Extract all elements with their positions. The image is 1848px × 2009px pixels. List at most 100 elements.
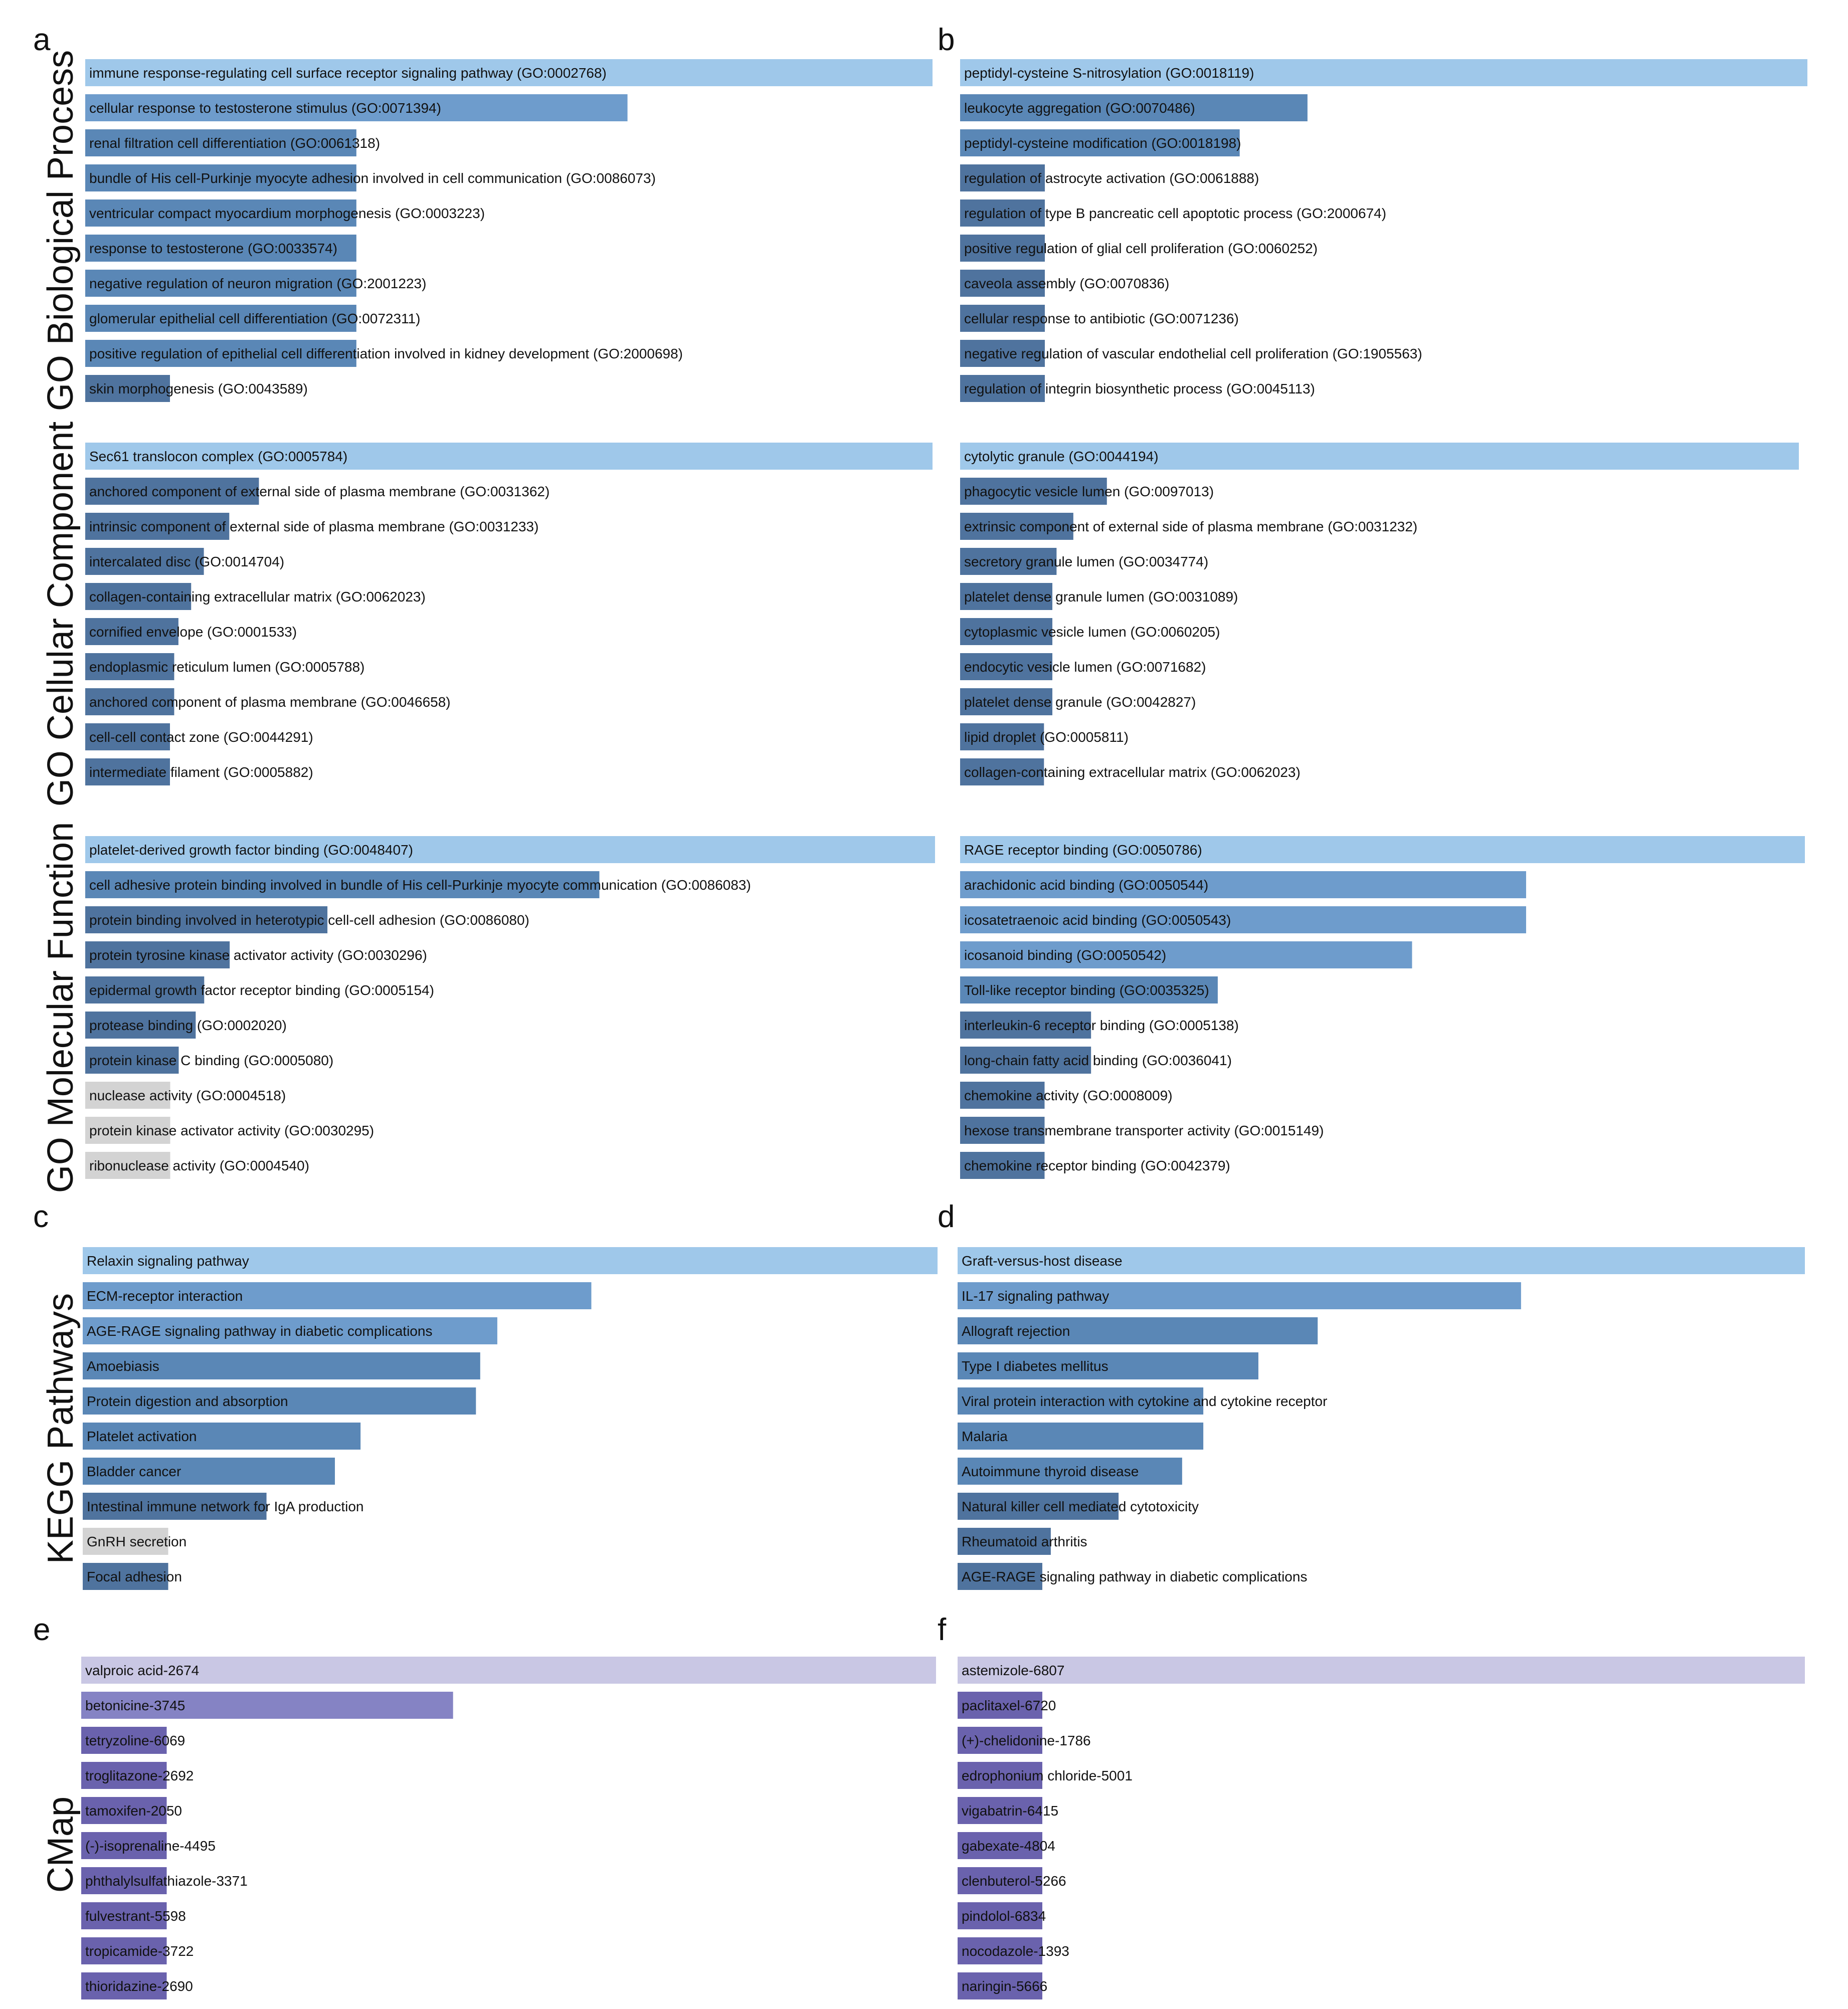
bar-label-b-mf-4: Toll-like receptor binding (GO:0035325) — [964, 982, 1209, 998]
bar-e-cmap-3 — [81, 1762, 167, 1789]
bar-label-a-mf-3: protein tyrosine kinase activator activi… — [89, 947, 427, 963]
bar-a-mf-1 — [85, 871, 600, 898]
bar-b-cc-3 — [960, 548, 1057, 575]
bar-a-cc-4 — [85, 583, 192, 610]
bar-f-cmap-2 — [958, 1727, 1042, 1754]
bar-a-bp-2 — [85, 129, 356, 156]
bar-b-bp-9 — [960, 375, 1045, 402]
bar-a-mf-3 — [85, 941, 230, 968]
bar-label-b-mf-3: icosanoid binding (GO:0050542) — [964, 947, 1166, 963]
bar-label-d-kegg-9: AGE-RAGE signaling pathway in diabetic c… — [962, 1569, 1307, 1584]
bar-label-a-cc-7: anchored component of plasma membrane (G… — [89, 694, 451, 710]
chart-b-cc: cytolytic granule (GO:0044194) phagocytic… — [960, 443, 1799, 785]
bar-b-mf-1 — [960, 871, 1526, 898]
bar-label-a-mf-8: protein kinase activator activity (GO:00… — [89, 1123, 374, 1138]
bar-b-cc-4 — [960, 583, 1053, 610]
bar-label-a-cc-9: intermediate filament (GO:0005882) — [89, 764, 313, 780]
bar-a-mf-8 — [85, 1117, 170, 1144]
bar-label-a-cc-2: intrinsic component of external side of … — [89, 519, 538, 534]
bar-label-b-cc-0: cytolytic granule (GO:0044194) — [964, 449, 1159, 464]
bar-label-e-cmap-3: troglitazone-2692 — [85, 1768, 194, 1783]
bar-label-a-bp-1: cellular response to testosterone stimul… — [89, 100, 441, 116]
bar-label-e-cmap-4: tamoxifen-2050 — [85, 1803, 182, 1819]
bar-label-a-mf-1: cell adhesive protein binding involved i… — [89, 877, 751, 893]
bar-e-cmap-1 — [81, 1692, 453, 1719]
bar-label-b-mf-6: long-chain fatty acid binding (GO:003604… — [964, 1053, 1232, 1068]
bar-a-bp-9 — [85, 375, 170, 402]
bar-label-d-kegg-7: Natural killer cell mediated cytotoxicit… — [962, 1499, 1199, 1514]
bar-f-cmap-3 — [958, 1762, 1042, 1789]
bar-b-bp-2 — [960, 129, 1240, 156]
bar-label-a-bp-6: negative regulation of neuron migration … — [89, 276, 426, 291]
bar-e-cmap-5 — [81, 1832, 167, 1859]
bar-label-a-cc-4: collagen-containing extracellular matrix… — [89, 589, 426, 605]
bar-label-c-kegg-0: Relaxin signaling pathway — [87, 1253, 249, 1269]
bar-label-c-kegg-5: Platelet activation — [87, 1429, 197, 1444]
section-title-kegg: KEGG Pathways — [41, 1293, 81, 1564]
bar-b-bp-5 — [960, 235, 1045, 262]
bar-label-a-bp-0: immune response-regulating cell surface … — [89, 65, 607, 81]
bar-label-a-mf-5: protease binding (GO:0002020) — [89, 1018, 287, 1033]
bar-label-a-bp-7: glomerular epithelial cell differentiati… — [89, 311, 420, 326]
section-title-go-bp: GO Biological Process — [41, 50, 81, 411]
bar-d-kegg-7 — [958, 1493, 1119, 1520]
bar-f-cmap-1 — [958, 1692, 1042, 1719]
bar-label-d-kegg-1: IL-17 signaling pathway — [962, 1288, 1109, 1304]
bar-d-kegg-3 — [958, 1352, 1258, 1379]
bar-label-c-kegg-1: ECM-receptor interaction — [87, 1288, 243, 1304]
bar-label-f-cmap-1: paclitaxel-6720 — [962, 1698, 1056, 1713]
bar-a-bp-5 — [85, 235, 356, 262]
bar-label-b-bp-8: negative regulation of vascular endothel… — [964, 346, 1422, 361]
bar-c-kegg-4 — [83, 1387, 476, 1415]
bar-b-mf-4 — [960, 976, 1218, 1003]
bar-b-mf-9 — [960, 1152, 1045, 1179]
bar-label-b-cc-1: phagocytic vesicle lumen (GO:0097013) — [964, 484, 1214, 499]
bar-a-bp-0 — [85, 59, 933, 86]
bar-a-mf-6 — [85, 1047, 179, 1074]
bar-label-c-kegg-8: GnRH secretion — [87, 1534, 187, 1549]
bar-label-a-bp-3: bundle of His cell-Purkinje myocyte adhe… — [89, 170, 656, 186]
bar-label-d-kegg-0: Graft-versus-host disease — [962, 1253, 1123, 1269]
bar-label-b-bp-7: cellular response to antibiotic (GO:0071… — [964, 311, 1239, 326]
bar-label-d-kegg-2: Allograft rejection — [962, 1323, 1070, 1339]
bar-label-b-cc-8: lipid droplet (GO:0005811) — [964, 729, 1129, 745]
bar-a-mf-0 — [85, 836, 935, 863]
bar-label-e-cmap-2: tetryzoline-6069 — [85, 1733, 185, 1748]
bar-b-mf-3 — [960, 941, 1412, 968]
bar-label-f-cmap-2: (+)-chelidonine-1786 — [962, 1733, 1091, 1748]
bar-d-kegg-6 — [958, 1458, 1182, 1485]
bar-label-b-bp-3: regulation of astrocyte activation (GO:0… — [964, 170, 1259, 186]
bar-c-kegg-5 — [83, 1423, 361, 1450]
bar-label-f-cmap-0: astemizole-6807 — [962, 1663, 1064, 1678]
bar-c-kegg-1 — [83, 1282, 592, 1309]
bar-label-b-cc-4: platelet dense granule lumen (GO:0031089… — [964, 589, 1238, 605]
bar-label-b-cc-2: extrinsic component of external side of … — [964, 519, 1417, 534]
bar-e-cmap-7 — [81, 1902, 167, 1929]
bar-b-bp-0 — [960, 59, 1807, 86]
bar-label-b-cc-6: endocytic vesicle lumen (GO:0071682) — [964, 659, 1206, 675]
bar-f-cmap-4 — [958, 1797, 1042, 1824]
bar-label-f-cmap-8: nocodazole-1393 — [962, 1943, 1069, 1959]
bar-b-cc-7 — [960, 688, 1053, 715]
bar-b-mf-5 — [960, 1012, 1091, 1039]
bar-label-e-cmap-6: phthalylsulfathiazole-3371 — [85, 1873, 248, 1889]
bar-a-cc-8 — [85, 723, 170, 750]
bar-label-c-kegg-6: Bladder cancer — [87, 1464, 181, 1479]
bar-f-cmap-7 — [958, 1902, 1042, 1929]
bar-label-f-cmap-3: edrophonium chloride-5001 — [962, 1768, 1133, 1783]
bar-b-mf-6 — [960, 1047, 1091, 1074]
bar-label-a-cc-8: cell-cell contact zone (GO:0044291) — [89, 729, 313, 745]
bar-a-cc-0 — [85, 443, 933, 470]
bar-e-cmap-0 — [81, 1657, 936, 1684]
bar-b-mf-0 — [960, 836, 1805, 863]
bar-label-c-kegg-7: Intestinal immune network for IgA produc… — [87, 1499, 364, 1514]
chart-b-mf: RAGE receptor binding (GO:0050786) arachi… — [960, 836, 1805, 1179]
bar-label-d-kegg-5: Malaria — [962, 1429, 1008, 1444]
bar-c-kegg-0 — [83, 1247, 938, 1274]
panel-letter-b: b — [938, 23, 955, 57]
bar-a-bp-7 — [85, 305, 356, 332]
bar-d-kegg-1 — [958, 1282, 1521, 1309]
bar-c-kegg-2 — [83, 1317, 497, 1344]
bar-f-cmap-8 — [958, 1937, 1042, 1964]
